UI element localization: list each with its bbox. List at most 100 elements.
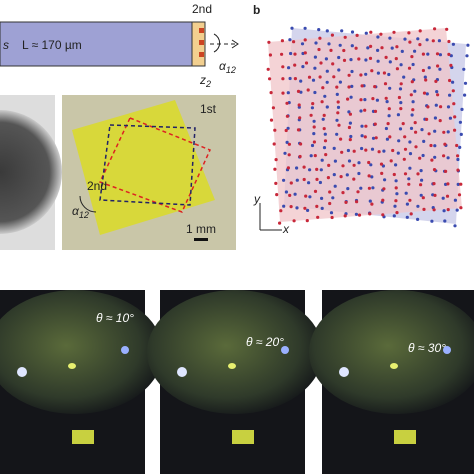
- lattice-dot: [427, 66, 431, 70]
- yellow-spot: [390, 363, 398, 369]
- lattice-dot: [400, 49, 404, 54]
- lattice-dot: [446, 156, 450, 160]
- lattice-dot: [324, 153, 328, 157]
- lattice-dot: [325, 69, 329, 73]
- lattice-dot: [342, 48, 346, 53]
- lattice-dot: [280, 52, 284, 56]
- lattice-dot: [346, 148, 350, 153]
- lattice-dot: [313, 189, 318, 193]
- lattice-dot: [298, 116, 302, 120]
- angle-label: α12: [219, 59, 236, 75]
- lattice-dot: [405, 202, 409, 206]
- lattice-dot: [436, 64, 440, 68]
- lattice-dot: [324, 57, 328, 61]
- lattice-dot: [307, 75, 312, 79]
- lattice-dot: [377, 150, 381, 154]
- lattice-dot: [459, 182, 463, 186]
- lattice-dot: [452, 102, 456, 106]
- lattice-dot: [357, 57, 361, 61]
- lattice-dot: [420, 128, 424, 132]
- lattice-dot: [398, 127, 403, 131]
- scale-label: 1 mm: [186, 222, 216, 236]
- lattice-dot: [352, 149, 356, 153]
- lattice-dot: [318, 75, 322, 79]
- second-label: 2nd: [87, 179, 107, 193]
- lattice-dot: [376, 48, 380, 53]
- lattice-dot: [285, 140, 289, 144]
- lattice-dot: [370, 202, 374, 206]
- lattice-dot: [422, 207, 426, 211]
- lattice-dot: [329, 211, 334, 215]
- lattice-dot: [337, 55, 341, 60]
- lattice-dot: [383, 82, 388, 86]
- lattice-dot: [448, 116, 452, 120]
- lattice-dot: [448, 93, 452, 97]
- lattice-dot: [392, 172, 396, 177]
- lattice-dot: [426, 52, 430, 56]
- lattice-dot: [320, 158, 324, 162]
- lattice-dot: [392, 30, 396, 34]
- lattice-dot: [336, 111, 340, 115]
- lattice-dot: [349, 58, 353, 62]
- lattice-dot: [357, 171, 361, 176]
- lattice-dot: [420, 178, 424, 182]
- lattice-dot: [458, 145, 462, 149]
- lattice-dot: [411, 108, 415, 112]
- lattice-dot: [434, 79, 438, 83]
- lattice-dot: [320, 206, 324, 210]
- lattice-dot: [442, 130, 446, 134]
- lattice-dot: [458, 120, 462, 124]
- frames: θ ≈ 10° θ ≈ 20° θ ≈ 30°: [0, 290, 474, 474]
- lattice-dot: [325, 105, 329, 109]
- lattice-dot: [322, 146, 327, 150]
- length-label: L ≈ 170 µm: [22, 38, 82, 52]
- lattice-dot: [335, 85, 339, 89]
- lattice-dot: [337, 68, 341, 72]
- lattice-dot: [363, 108, 367, 112]
- lattice-dot: [395, 67, 399, 71]
- lattice-dot: [320, 196, 324, 200]
- lattice-dot: [381, 198, 385, 202]
- lattice-dot: [414, 130, 418, 134]
- lattice-dot: [397, 95, 401, 100]
- lattice-dot: [292, 40, 296, 44]
- lattice-dot: [387, 72, 391, 77]
- lattice-dot: [456, 154, 460, 158]
- lattice-dot: [328, 190, 332, 194]
- lattice-dot: [371, 97, 375, 101]
- lattice-dot: [386, 122, 390, 126]
- lattice-dot: [411, 100, 415, 104]
- yellow-spot: [68, 363, 76, 369]
- lattice-dot: [344, 200, 348, 204]
- lattice-dot: [419, 193, 423, 197]
- lattice-dot: [426, 105, 430, 109]
- lattice-dot: [296, 89, 301, 93]
- lattice-dot: [355, 33, 359, 38]
- lattice-dot: [288, 38, 292, 42]
- lattice-dot: [309, 113, 313, 117]
- lattice-dot: [433, 155, 437, 159]
- lattice-dot: [295, 178, 299, 182]
- lattice-dot: [347, 125, 351, 130]
- lattice-dot: [438, 53, 442, 57]
- lattice-dot: [379, 32, 383, 36]
- lattice-dot: [447, 39, 451, 44]
- lattice-dot: [403, 147, 408, 151]
- lattice-dot: [439, 105, 443, 109]
- lattice-dot: [369, 44, 373, 49]
- lattice-dot: [413, 121, 417, 125]
- lattice-dot: [315, 177, 319, 181]
- lattice-dot: [304, 194, 308, 198]
- lattice-dot: [371, 186, 375, 190]
- lattice-dot: [442, 154, 446, 158]
- lattice-dot: [335, 92, 339, 96]
- lattice-dot: [433, 129, 437, 133]
- lattice-dot: [466, 43, 470, 47]
- lattice-dot: [315, 167, 319, 171]
- frame-glow: [309, 290, 474, 414]
- lattice-dot: [313, 90, 317, 95]
- y-axis-label: y: [253, 192, 261, 206]
- lattice-dot: [271, 106, 275, 110]
- frame-label: θ ≈ 30°: [408, 341, 446, 355]
- lattice-dot: [289, 205, 293, 209]
